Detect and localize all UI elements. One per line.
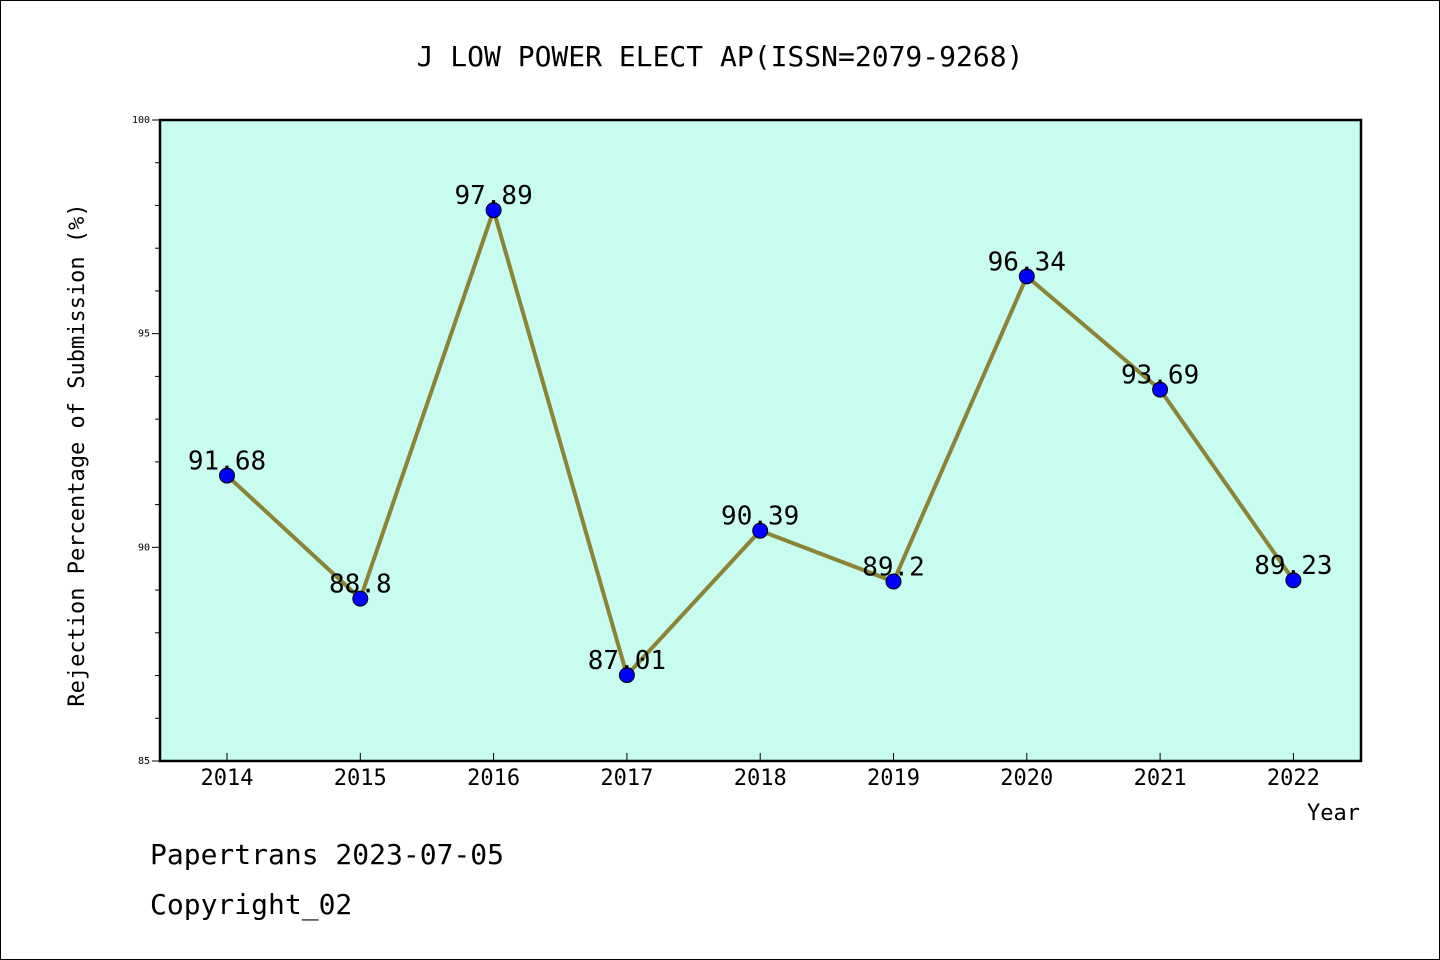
- data-label: 96.34: [988, 247, 1066, 277]
- data-point: [352, 590, 369, 607]
- data-point: [1018, 268, 1035, 285]
- x-tick-label: 2018: [734, 766, 787, 791]
- x-axis-ticks: 2014 2015 2016 2017 2018 2019 2020 2021 2022: [201, 753, 1320, 791]
- data-labels: 91.68 88.8 97.89 87.01 90.39 89.2 96.34 93.69 89…: [188, 181, 1333, 676]
- data-point: [885, 573, 902, 590]
- plot-area: [158, 118, 1363, 763]
- data-point: [752, 522, 769, 539]
- data-label: 88.8: [329, 570, 392, 600]
- footer-copyright: Copyright_02: [150, 888, 352, 922]
- data-label: 93.69: [1121, 361, 1199, 391]
- data-point: [1152, 381, 1169, 398]
- data-label: 97.89: [454, 181, 532, 211]
- data-label: 91.68: [188, 447, 266, 477]
- x-axis-label: Year: [1307, 801, 1360, 826]
- data-label: 89.23: [1254, 551, 1332, 581]
- x-tick-label: 2014: [201, 766, 254, 791]
- data-label: 90.39: [721, 502, 799, 532]
- x-tick-label: 2022: [1267, 766, 1320, 791]
- y-axis-label: Rejection Percentage of Submission (%): [65, 203, 90, 706]
- y-axis-ticks: 85 90 95 100: [132, 115, 160, 767]
- x-tick-label: 2015: [334, 766, 387, 791]
- data-point: [485, 202, 502, 219]
- data-point: [618, 667, 635, 684]
- data-point: [1285, 572, 1302, 589]
- x-tick-label: 2020: [1000, 766, 1053, 791]
- footer-date: Papertrans 2023-07-05: [150, 838, 504, 871]
- y-tick-label: 95: [138, 329, 150, 340]
- y-tick-label: 85: [138, 756, 150, 767]
- data-label: 87.01: [588, 646, 666, 676]
- x-tick-label: 2017: [600, 766, 653, 791]
- data-series: [219, 202, 1302, 684]
- chart-title: J LOW POWER ELECT AP(ISSN=2079-9268): [417, 40, 1024, 73]
- y-tick-label: 100: [132, 115, 150, 126]
- x-tick-label: 2021: [1134, 766, 1187, 791]
- y-tick-label: 90: [138, 542, 150, 553]
- x-tick-label: 2019: [867, 766, 920, 791]
- x-tick-label: 2016: [467, 766, 520, 791]
- data-point: [219, 467, 235, 484]
- data-label: 89.2: [862, 553, 925, 583]
